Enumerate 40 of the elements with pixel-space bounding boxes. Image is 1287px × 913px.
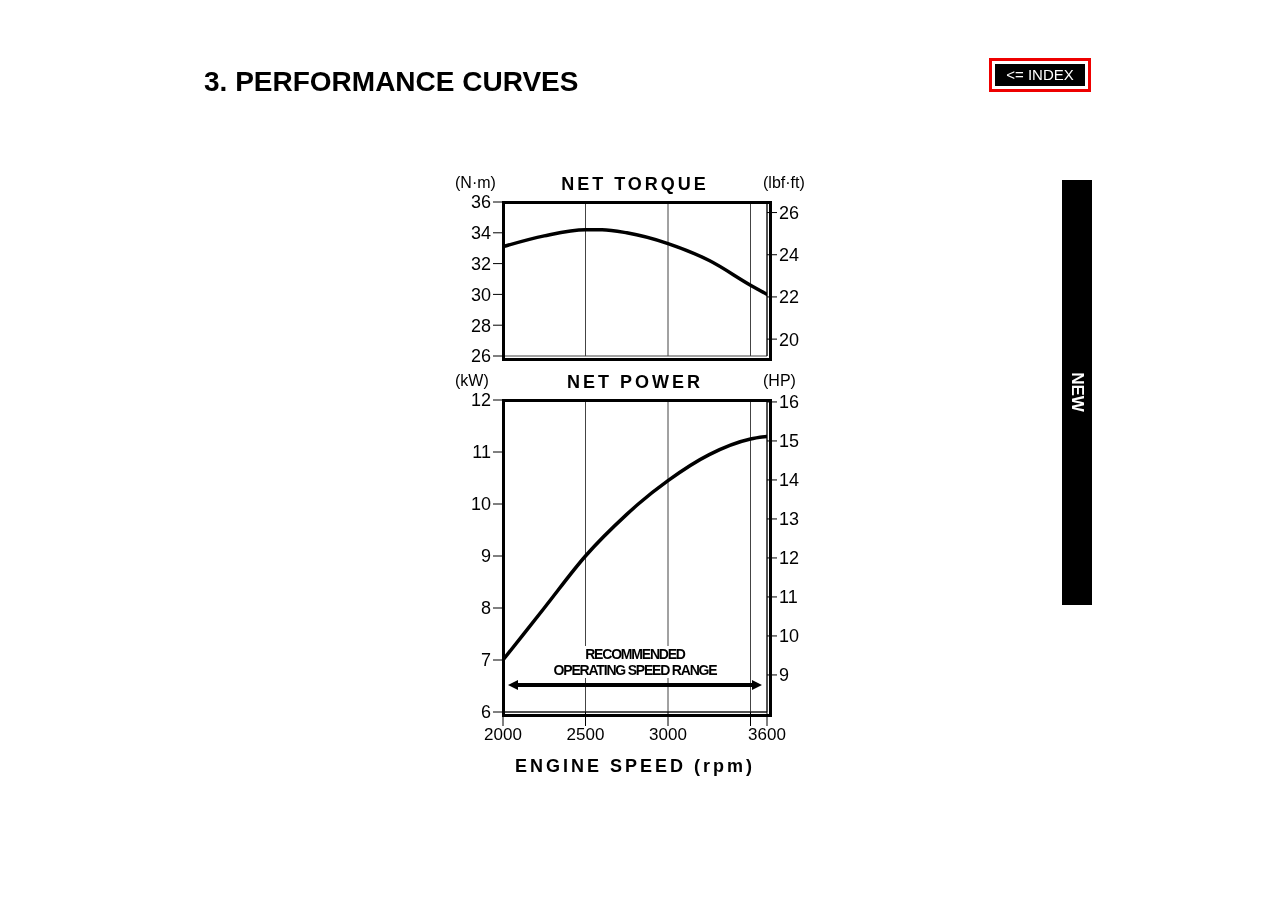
y-tick-label: 28 xyxy=(470,315,491,336)
y-tick-label: 30 xyxy=(470,284,491,305)
y2-tick-label: 10 xyxy=(779,626,800,647)
y-axis-title: (N·m) xyxy=(455,174,496,192)
chart-title: NET TORQUE xyxy=(561,174,709,194)
y-tick-label: 32 xyxy=(470,253,491,274)
y-tick-label: 11 xyxy=(472,442,491,463)
text: <= INDEX xyxy=(995,64,1085,86)
chart-title: NET POWER xyxy=(566,372,703,392)
y2-tick-label: 22 xyxy=(779,287,800,308)
y2-tick-label: 14 xyxy=(779,470,800,491)
x-tick-label: 3600 xyxy=(748,725,786,745)
y2-tick-label: 12 xyxy=(779,548,800,569)
y-tick-label: 6 xyxy=(480,702,491,723)
x-tick-label: 2500 xyxy=(566,725,605,745)
x-axis-title: ENGINE SPEED (rpm) xyxy=(514,756,756,777)
y2-tick-label: 11 xyxy=(779,587,798,608)
y-tick-label: 8 xyxy=(480,598,491,619)
y-tick-label: 34 xyxy=(470,223,491,244)
y2-tick-label: 15 xyxy=(779,431,800,452)
annotation: RECOMMENDED OPERATING SPEED RANGE xyxy=(553,646,717,678)
y2-tick-label: 24 xyxy=(779,245,800,266)
x-tick-label: 3000 xyxy=(649,725,687,745)
x-tick-label: 2000 xyxy=(484,725,522,745)
y-tick-label: 12 xyxy=(470,390,491,411)
y2-tick-label: 13 xyxy=(779,509,800,530)
text: NEW xyxy=(1067,372,1087,412)
y2-tick-label: 9 xyxy=(779,665,790,686)
y-axis-title: (kW) xyxy=(455,372,489,390)
y-tick-label: 36 xyxy=(470,192,491,213)
y2-tick-label: 20 xyxy=(779,329,800,350)
y-tick-label: 7 xyxy=(480,650,491,671)
y2-axis-title: (HP) xyxy=(763,372,796,390)
y-tick-label: 10 xyxy=(470,494,491,515)
y-tick-label: 9 xyxy=(480,546,491,567)
y2-tick-label: 26 xyxy=(779,202,800,223)
y2-axis-title: (lbf·ft) xyxy=(763,174,805,192)
y-tick-label: 26 xyxy=(470,346,491,367)
y2-tick-label: 16 xyxy=(779,392,800,413)
text: 3. PERFORMANCE CURVES xyxy=(204,66,579,98)
